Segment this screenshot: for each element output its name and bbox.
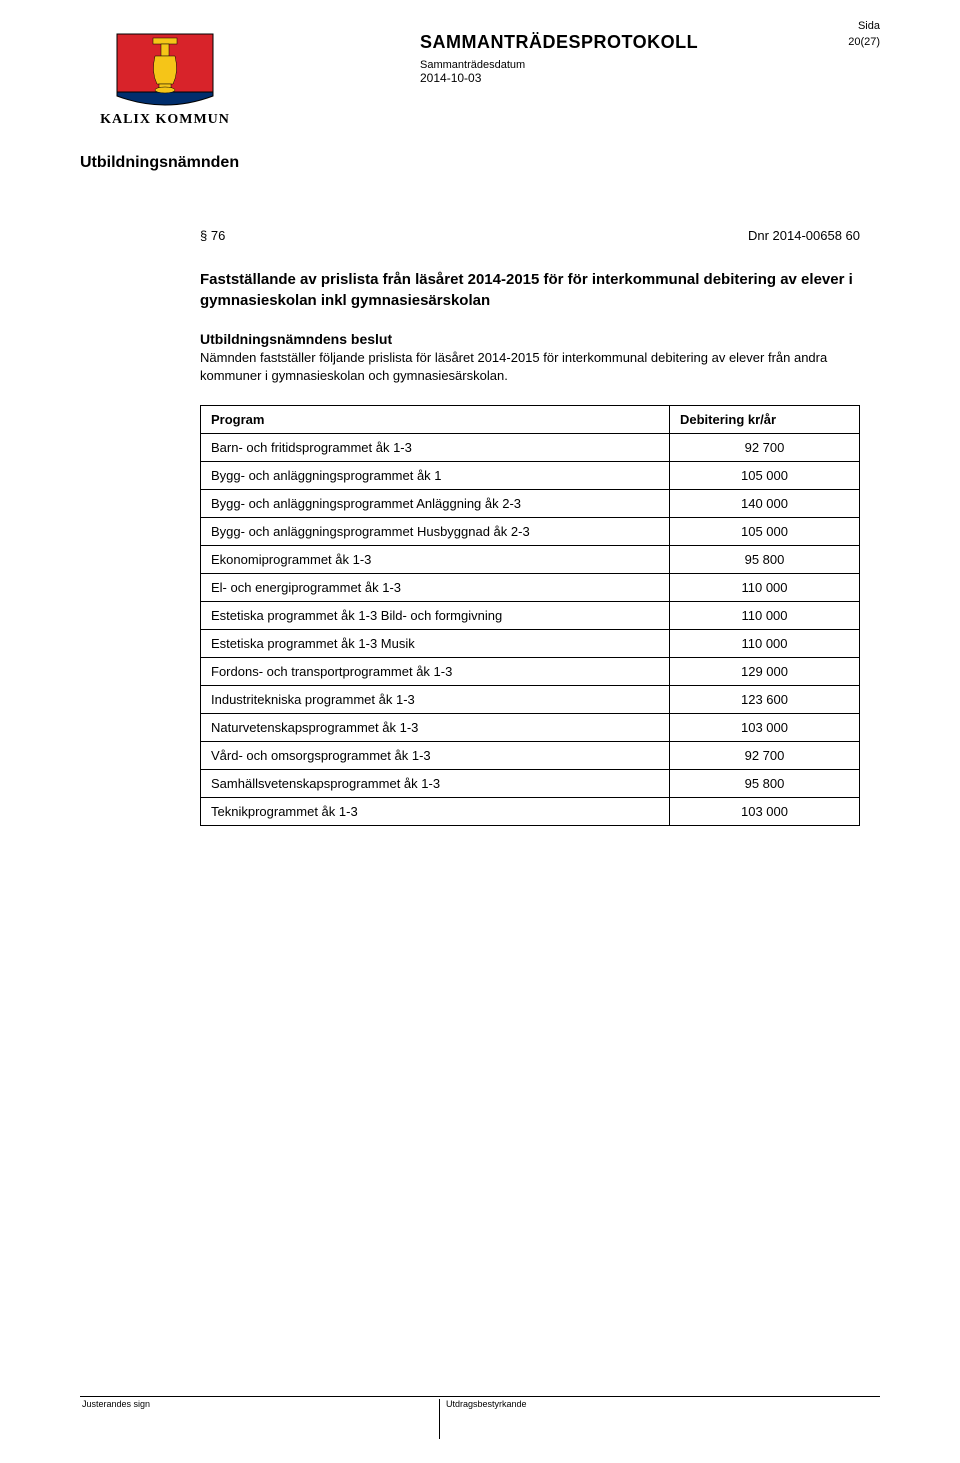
debit-cell: 95 800 [670,770,860,798]
debit-cell: 110 000 [670,602,860,630]
debit-cell: 95 800 [670,546,860,574]
debit-cell: 103 000 [670,714,860,742]
program-cell: Bygg- och anläggningsprogrammet Husbyggn… [201,518,670,546]
table-row: Fordons- och transportprogrammet åk 1-31… [201,658,860,686]
program-cell: Industritekniska programmet åk 1-3 [201,686,670,714]
page: Sida 20(27) KALIX KOMMUN SAMMANTRÄDESPRO… [0,0,960,1463]
logo-block: KALIX KOMMUN [80,32,250,128]
page-number: 20(27) [848,36,880,48]
table-row: Estetiska programmet åk 1-3 Musik110 000 [201,630,860,658]
program-cell: Bygg- och anläggningsprogrammet Anläggni… [201,490,670,518]
program-cell: Barn- och fritidsprogrammet åk 1-3 [201,434,670,462]
table-row: Samhällsvetenskapsprogrammet åk 1-395 80… [201,770,860,798]
debit-cell: 110 000 [670,630,860,658]
program-cell: Bygg- och anläggningsprogrammet åk 1 [201,462,670,490]
program-cell: Fordons- och transportprogrammet åk 1-3 [201,658,670,686]
footer: Justerandes sign Utdragsbestyrkande [80,1396,880,1439]
footer-signature-label: Justerandes sign [80,1399,440,1439]
table-row: Estetiska programmet åk 1-3 Bild- och fo… [201,602,860,630]
program-cell: El- och energiprogrammet åk 1-3 [201,574,670,602]
side-label: Sida [858,20,880,32]
municipality-shield-icon [115,32,215,110]
program-cell: Estetiska programmet åk 1-3 Bild- och fo… [201,602,670,630]
program-cell: Estetiska programmet åk 1-3 Musik [201,630,670,658]
debit-cell: 103 000 [670,798,860,826]
table-row: Vård- och omsorgsprogrammet åk 1-392 700 [201,742,860,770]
debit-cell: 92 700 [670,434,860,462]
paragraph-number: § 76 [200,228,225,243]
table-row: Barn- och fritidsprogrammet åk 1-392 700 [201,434,860,462]
decision-body: Nämnden fastställer följande prislista f… [200,349,860,385]
doc-title: SAMMANTRÄDESPROTOKOLL [420,32,880,53]
dnr-number: Dnr 2014-00658 60 [748,228,860,243]
table-row: Bygg- och anläggningsprogrammet Husbyggn… [201,518,860,546]
debit-cell: 123 600 [670,686,860,714]
debit-cell: 105 000 [670,462,860,490]
col-debit: Debitering kr/år [670,406,860,434]
decision-heading: Utbildningsnämndens beslut [200,331,860,347]
table-row: Teknikprogrammet åk 1-3103 000 [201,798,860,826]
table-row: El- och energiprogrammet åk 1-3110 000 [201,574,860,602]
table-row: Industritekniska programmet åk 1-3123 60… [201,686,860,714]
program-cell: Teknikprogrammet åk 1-3 [201,798,670,826]
meeting-date: 2014-10-03 [420,71,880,85]
date-label: Sammanträdesdatum [420,59,880,71]
program-cell: Vård- och omsorgsprogrammet åk 1-3 [201,742,670,770]
table-header-row: Program Debitering kr/år [201,406,860,434]
header-row: KALIX KOMMUN SAMMANTRÄDESPROTOKOLL Samma… [80,32,880,128]
program-table: Program Debitering kr/år Barn- och friti… [200,405,860,826]
program-cell: Ekonomiprogrammet åk 1-3 [201,546,670,574]
debit-cell: 105 000 [670,518,860,546]
paragraph-row: § 76 Dnr 2014-00658 60 [200,228,860,243]
debit-cell: 110 000 [670,574,860,602]
content-area: § 76 Dnr 2014-00658 60 Fastställande av … [80,228,880,826]
org-name: KALIX KOMMUN [100,112,230,128]
debit-cell: 140 000 [670,490,860,518]
program-cell: Naturvetenskapsprogrammet åk 1-3 [201,714,670,742]
debit-cell: 129 000 [670,658,860,686]
table-row: Ekonomiprogrammet åk 1-395 800 [201,546,860,574]
section-title: Fastställande av prislista från läsåret … [200,269,860,311]
table-row: Bygg- och anläggningsprogrammet Anläggni… [201,490,860,518]
table-row: Bygg- och anläggningsprogrammet åk 1105 … [201,462,860,490]
program-cell: Samhällsvetenskapsprogrammet åk 1-3 [201,770,670,798]
table-row: Naturvetenskapsprogrammet åk 1-3103 000 [201,714,860,742]
header-right: SAMMANTRÄDESPROTOKOLL Sammanträdesdatum … [420,32,880,85]
col-program: Program [201,406,670,434]
debit-cell: 92 700 [670,742,860,770]
footer-attest-label: Utdragsbestyrkande [440,1399,880,1439]
committee-name: Utbildningsnämnden [80,154,880,172]
